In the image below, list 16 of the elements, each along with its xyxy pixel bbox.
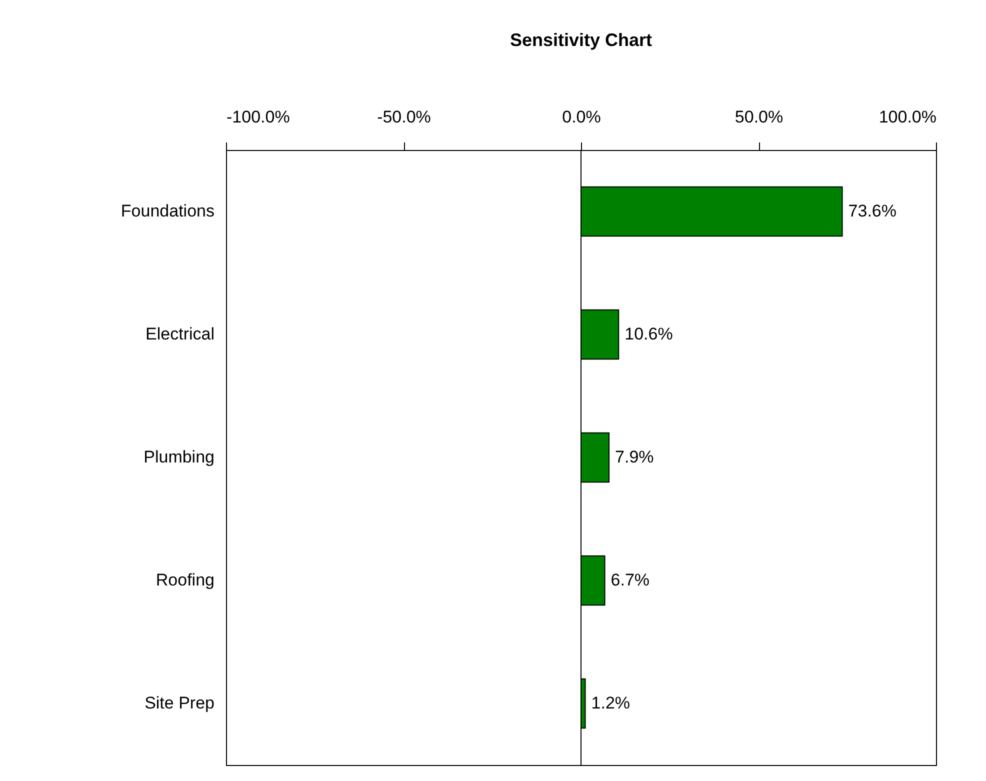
y-tick-label: Site Prep <box>144 694 214 712</box>
chart-title: Sensitivity Chart <box>510 30 652 50</box>
data-label: 10.6% <box>624 324 673 344</box>
x-tick-label: -100.0% <box>226 108 290 126</box>
y-tick-label: Foundations <box>120 202 214 220</box>
data-label: 1.2% <box>591 694 630 712</box>
x-tick-label: -50.0% <box>377 108 431 126</box>
y-tick-label: Electrical <box>146 324 214 344</box>
data-label: 73.6% <box>848 202 896 220</box>
x-tick-label: 100.0% <box>878 108 936 126</box>
y-tick-label: Roofing <box>156 570 214 590</box>
y-tick-label: Plumbing <box>144 448 214 466</box>
x-tick-label: 50.0% <box>734 108 784 126</box>
x-tick-label: 0.0% <box>562 108 601 126</box>
data-label: 6.7% <box>610 570 650 590</box>
data-label: 7.9% <box>615 448 654 466</box>
